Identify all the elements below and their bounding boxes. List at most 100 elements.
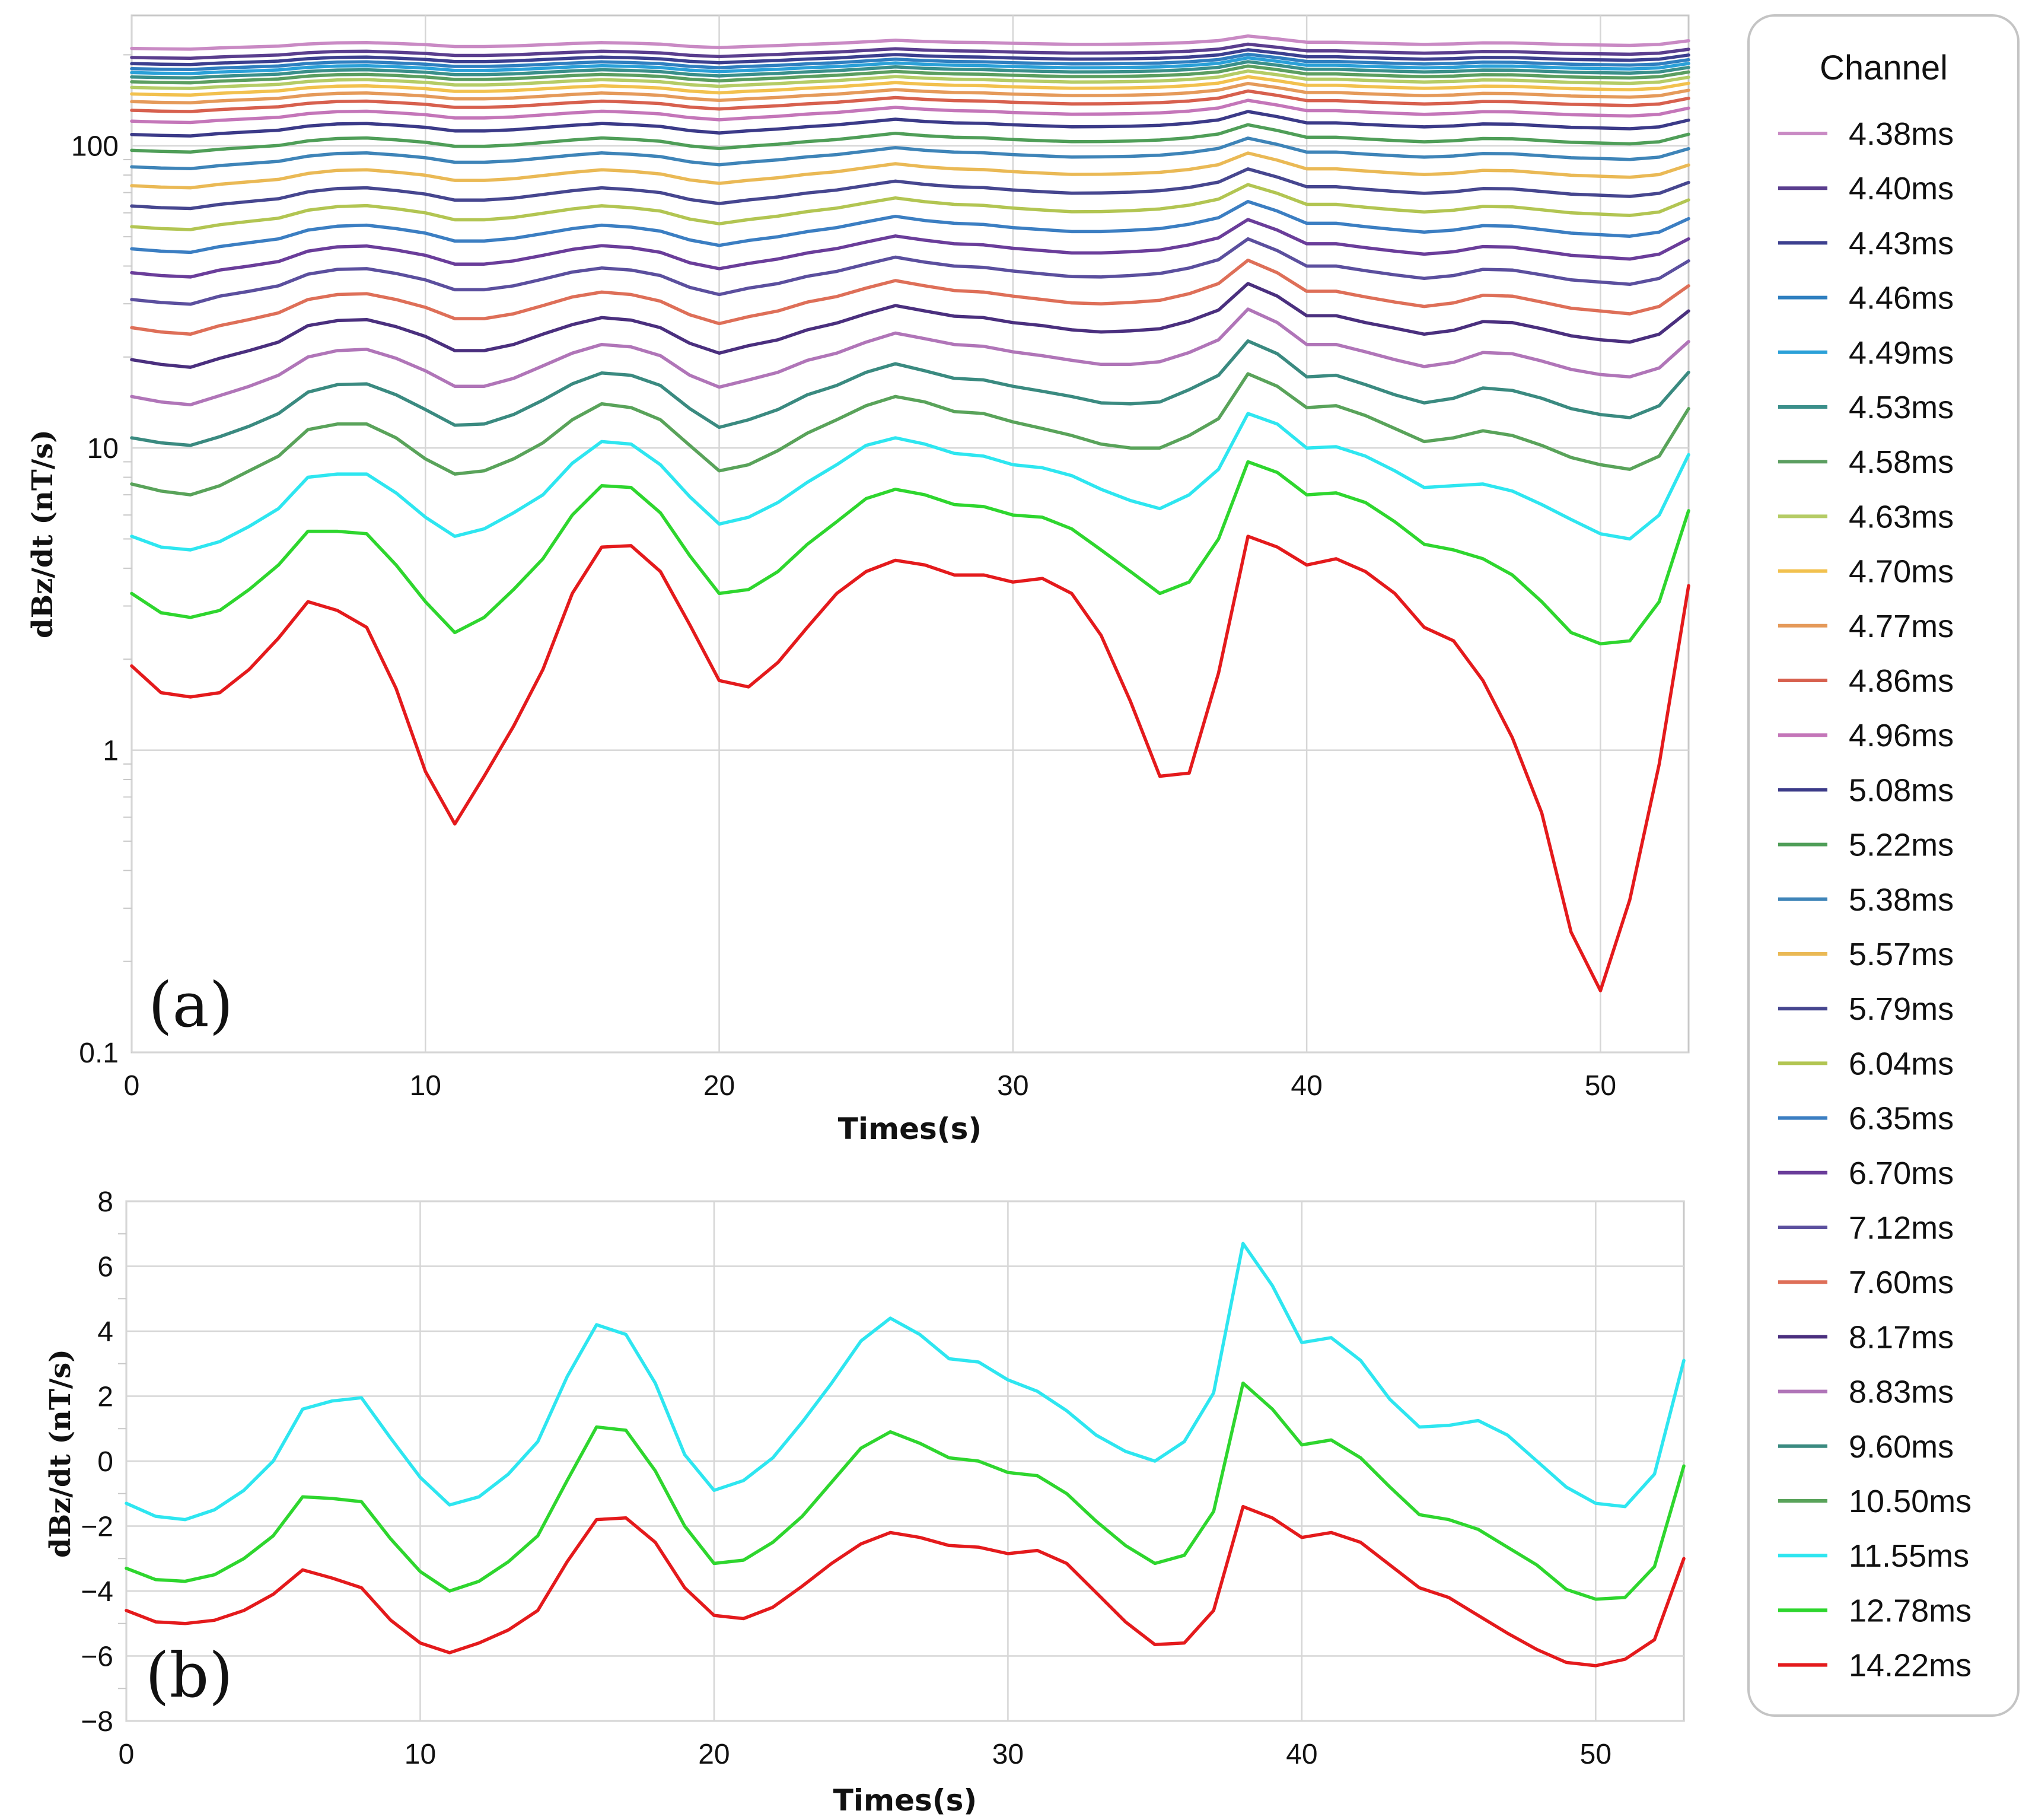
- series-line-14.22ms: [130, 534, 1690, 992]
- series-line-9.60ms: [130, 339, 1690, 447]
- series-line-6.04ms: [130, 183, 1690, 231]
- y-tick-label: 6: [97, 1252, 113, 1283]
- series-line-4.43ms: [130, 48, 1690, 66]
- panel-b: 0 10 20 30 40 50 −8 −6 −4 −2 0 2 4 6 8 (b) Times(s) dB…: [44, 1186, 1686, 1818]
- legend-label: 8.17ms: [1849, 1319, 1954, 1355]
- series-line-5.08ms: [130, 110, 1690, 138]
- series-line-4.49ms: [130, 56, 1690, 75]
- y-tick-label: −4: [81, 1576, 113, 1608]
- series-line-5.38ms: [130, 136, 1690, 171]
- panel-a-plot-area: [130, 14, 1690, 1054]
- panel-a-y-axis-title: dBz/dt (nT/s): [26, 429, 59, 638]
- x-tick-label: 30: [992, 1739, 1024, 1770]
- x-tick-label: 40: [1291, 1070, 1322, 1102]
- panel-a-x-axis-title: Times(s): [838, 1112, 982, 1146]
- x-tick-label: 50: [1580, 1739, 1611, 1770]
- panel-a-ticks: 0 10 20 30 40 50 0.1 1 10 100: [71, 54, 1616, 1102]
- series-line-7.12ms: [130, 237, 1690, 306]
- panel-b-ticks: 0 10 20 30 40 50 −8 −6 −4 −2 0 2 4 6 8: [81, 1186, 1611, 1770]
- legend-label: 6.35ms: [1849, 1101, 1954, 1137]
- legend-label: 4.53ms: [1849, 390, 1954, 425]
- y-tick-label: 100: [71, 131, 119, 163]
- panel-b-label: (b): [145, 1639, 233, 1711]
- legend-label: 5.79ms: [1849, 991, 1954, 1027]
- legend-entries: 4.38ms 4.40ms 4.43ms 4.46ms 4.49ms 4.53ms 4.58…: [1778, 116, 1972, 1684]
- legend-label: 14.22ms: [1849, 1648, 1972, 1684]
- legend-label: 5.57ms: [1849, 937, 1954, 972]
- series-line-5.79ms: [130, 167, 1690, 211]
- legend-label: 4.43ms: [1849, 225, 1954, 261]
- y-tick-label: 0.1: [79, 1038, 119, 1069]
- legend-label: 4.96ms: [1849, 718, 1954, 753]
- legend-label: 10.50ms: [1849, 1484, 1972, 1519]
- x-tick-label: 10: [410, 1070, 441, 1102]
- series-line-4.77ms: [130, 81, 1690, 104]
- panel-a-series: [130, 34, 1690, 992]
- x-tick-label: 10: [405, 1739, 436, 1770]
- panel-b-y-axis-title: dBz/dt (nT/s): [44, 1349, 77, 1558]
- panel-b-x-axis-title: Times(s): [833, 1783, 977, 1818]
- legend-label: 4.38ms: [1849, 116, 1954, 152]
- panel-b-series: [125, 1242, 1686, 1668]
- series-line-4.38ms: [130, 34, 1690, 51]
- legend-label: 4.63ms: [1849, 499, 1954, 534]
- series-line-6.35ms: [130, 199, 1690, 254]
- series-line-11.55ms: [125, 1242, 1686, 1522]
- legend-label: 7.12ms: [1849, 1210, 1954, 1246]
- y-tick-label: −2: [81, 1512, 113, 1543]
- series-line-8.17ms: [130, 282, 1690, 369]
- y-tick-label: −6: [81, 1641, 113, 1673]
- series-line-4.40ms: [130, 42, 1690, 60]
- legend-label: 4.46ms: [1849, 281, 1954, 316]
- series-line-12.78ms: [130, 460, 1690, 645]
- legend-label: 8.83ms: [1849, 1374, 1954, 1410]
- series-line-5.57ms: [130, 151, 1690, 190]
- y-tick-label: 4: [97, 1316, 113, 1348]
- legend-label: 12.78ms: [1849, 1593, 1972, 1628]
- legend-label: 4.40ms: [1849, 171, 1954, 206]
- y-tick-label: 1: [103, 736, 119, 767]
- series-line-4.46ms: [130, 52, 1690, 71]
- x-tick-label: 20: [703, 1070, 735, 1102]
- series-line-8.83ms: [130, 307, 1690, 407]
- series-line-6.70ms: [130, 218, 1690, 279]
- legend-title: Channel: [1820, 49, 1948, 87]
- y-tick-label: 0: [97, 1446, 113, 1478]
- series-line-4.96ms: [130, 98, 1690, 125]
- legend-label: 4.70ms: [1849, 554, 1954, 590]
- legend-label: 5.38ms: [1849, 882, 1954, 918]
- panel-a-label: (a): [148, 969, 233, 1041]
- series-line-4.58ms: [130, 64, 1690, 85]
- x-tick-label: 40: [1286, 1739, 1317, 1770]
- legend-label: 11.55ms: [1849, 1538, 1969, 1574]
- x-tick-label: 50: [1585, 1070, 1616, 1102]
- legend-label: 9.60ms: [1849, 1429, 1954, 1465]
- x-tick-label: 0: [119, 1739, 135, 1770]
- y-tick-label: 2: [97, 1382, 113, 1413]
- legend-box: [1747, 14, 2020, 1717]
- x-tick-label: 20: [698, 1739, 730, 1770]
- legend-label: 4.77ms: [1849, 609, 1954, 644]
- y-tick-label: 10: [87, 433, 119, 464]
- series-line-5.22ms: [130, 123, 1690, 154]
- series-line-11.55ms: [130, 412, 1690, 552]
- legend: Channel 4.38ms4.40ms4.43ms4.46ms4.49ms4.…: [1747, 14, 2020, 1717]
- series-line-4.86ms: [130, 89, 1690, 113]
- series-line-4.53ms: [130, 60, 1690, 79]
- legend-label: 4.49ms: [1849, 335, 1954, 371]
- y-tick-label: 8: [97, 1186, 113, 1218]
- x-tick-label: 30: [997, 1070, 1028, 1102]
- legend-label: 4.58ms: [1849, 444, 1954, 480]
- x-tick-label: 0: [124, 1070, 140, 1102]
- legend-label: 5.08ms: [1849, 772, 1954, 808]
- series-line-4.63ms: [130, 69, 1690, 90]
- panel-a: 0 10 20 30 40 50 0.1 1 10 100 (a) Times(s) dBz/dt…: [26, 14, 1690, 1146]
- legend-label: 7.60ms: [1849, 1265, 1954, 1300]
- y-tick-label: −8: [81, 1706, 113, 1738]
- legend-label: 6.04ms: [1849, 1046, 1954, 1081]
- panel-b-grid: [125, 1200, 1684, 1722]
- legend-label: 6.70ms: [1849, 1156, 1954, 1191]
- series-line-4.70ms: [130, 75, 1690, 97]
- series-line-12.78ms: [125, 1381, 1686, 1601]
